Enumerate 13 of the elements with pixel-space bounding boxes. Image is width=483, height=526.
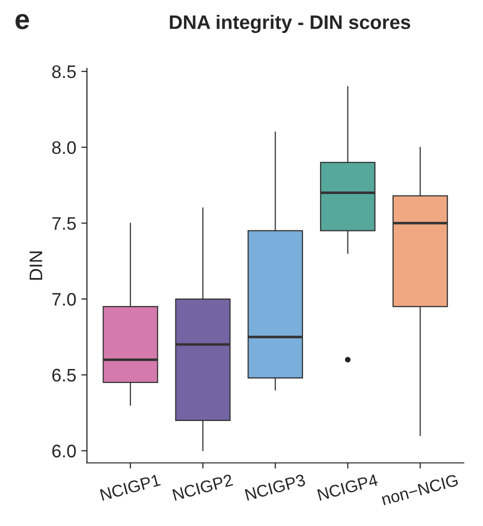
x-tick-label: NCIGP2 bbox=[172, 474, 234, 501]
y-axis-title: DIN bbox=[30, 252, 42, 280]
text: e bbox=[16, 14, 29, 30]
chart-title: DNA integrity - DIN scores bbox=[170, 14, 410, 34]
x-tick-label: NCIGP4 bbox=[317, 474, 378, 501]
y-tick-label: 6.5 bbox=[52, 368, 76, 382]
x-tick-label: NCIGP1 bbox=[100, 474, 161, 501]
y-tick-label: 8.0 bbox=[52, 141, 76, 154]
y-tick-label: 8.5 bbox=[52, 65, 76, 78]
y-tick-label: 6.0 bbox=[52, 444, 76, 458]
y-tick-label: 7.0 bbox=[52, 292, 76, 306]
y-tick-label: 7.5 bbox=[52, 217, 76, 230]
x-tick-label: NCIGP3 bbox=[244, 474, 306, 501]
